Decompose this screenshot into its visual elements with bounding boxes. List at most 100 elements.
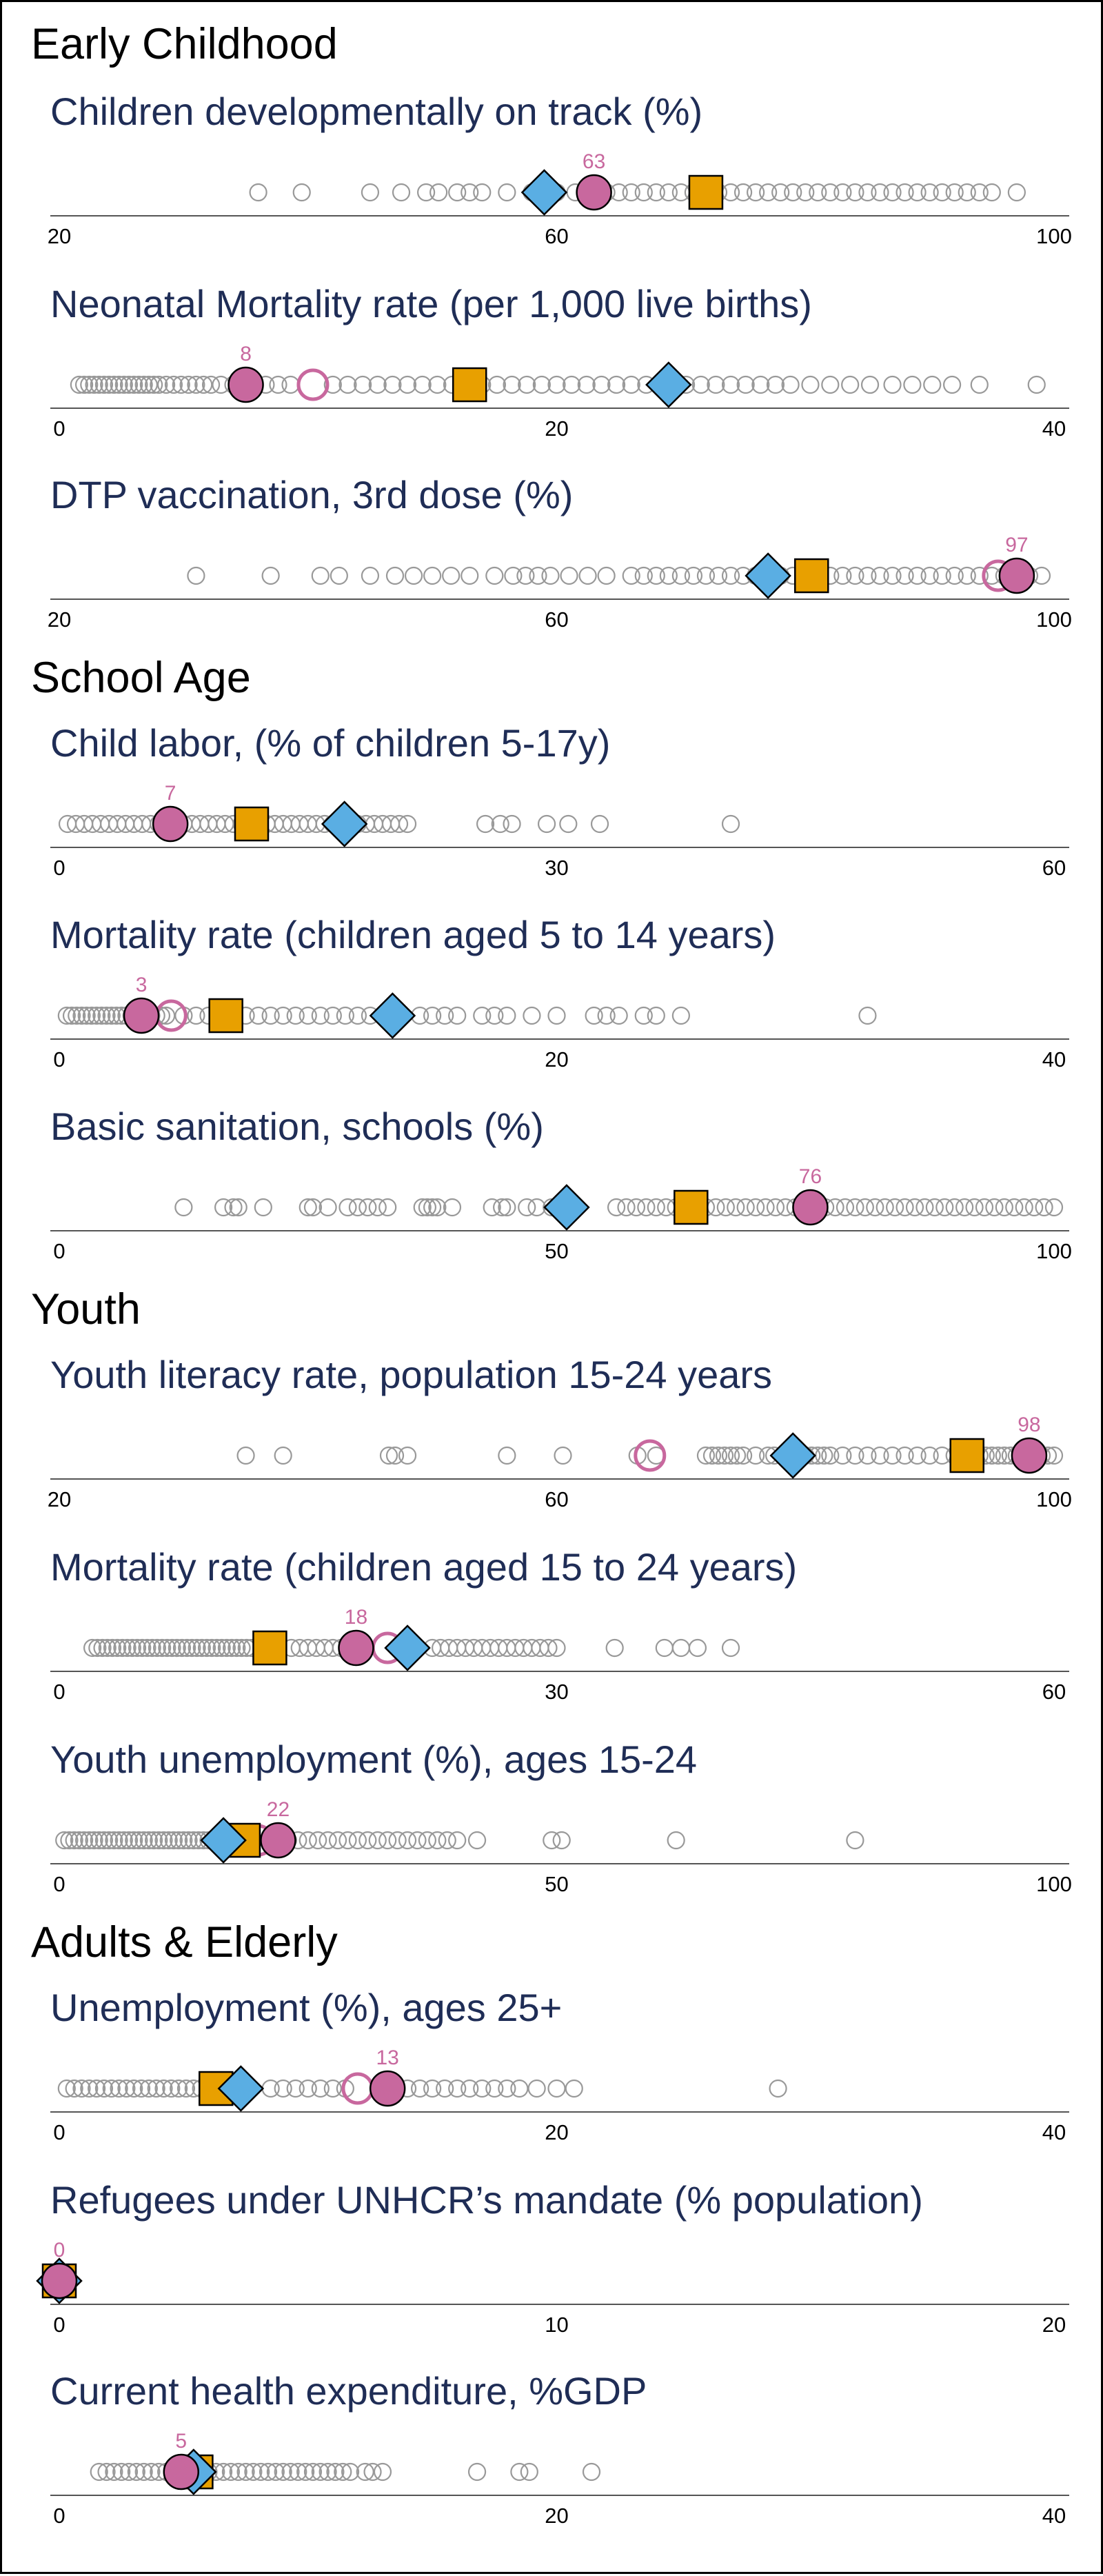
- other-country-marker: [958, 566, 976, 585]
- x-tick-label: 100: [1036, 1487, 1072, 1511]
- other-country-marker: [57, 1006, 76, 1025]
- other-country-marker: [895, 566, 914, 585]
- other-country-marker: [871, 183, 889, 202]
- other-country-marker: [298, 1198, 317, 1217]
- other-country-marker: [858, 1006, 877, 1025]
- other-country-marker: [378, 1198, 397, 1217]
- other-country-marker: [895, 1198, 914, 1217]
- other-country-marker: [74, 1831, 94, 1850]
- other-country-marker: [90, 375, 108, 394]
- other-country-marker: [286, 2079, 305, 2098]
- x-tick-label: 100: [1036, 607, 1072, 632]
- other-country-marker: [164, 375, 183, 394]
- x-tick-label: 0: [53, 1872, 65, 1896]
- other-country-marker: [172, 375, 190, 394]
- other-country-marker: [139, 1831, 158, 1850]
- other-country-marker: [746, 183, 765, 202]
- other-country-marker: [841, 375, 860, 394]
- other-country-marker: [1007, 183, 1026, 202]
- other-country-marker: [846, 1831, 864, 1850]
- country-past-value-marker: [634, 1439, 667, 1472]
- other-country-marker: [144, 375, 163, 394]
- other-country-marker: [65, 2079, 83, 2098]
- other-country-marker: [985, 1198, 1004, 1217]
- other-country-marker: [170, 1831, 188, 1850]
- income-group-average-marker: [234, 806, 270, 842]
- other-country-marker: [498, 183, 516, 202]
- x-tick-label: 10: [545, 2313, 568, 2337]
- other-country-marker: [148, 1638, 166, 1658]
- other-country-marker: [303, 2462, 323, 2482]
- other-country-marker: [318, 1198, 337, 1217]
- other-country-marker: [552, 1831, 571, 1850]
- other-country-marker: [543, 1831, 561, 1850]
- other-country-marker: [423, 1006, 442, 1025]
- other-country-marker: [696, 1446, 716, 1465]
- other-country-marker: [809, 183, 827, 202]
- other-country-marker: [358, 1831, 377, 1850]
- other-country-marker: [908, 183, 927, 202]
- other-country-marker: [292, 183, 311, 202]
- other-country-marker: [733, 1446, 753, 1465]
- other-country-marker: [392, 183, 411, 202]
- other-country-marker: [97, 1006, 116, 1025]
- other-country-marker: [373, 2462, 392, 2482]
- other-country-marker: [846, 1446, 864, 1465]
- x-tick-label: 60: [545, 1487, 568, 1511]
- other-country-marker: [158, 1638, 176, 1658]
- other-country-marker: [597, 1006, 616, 1025]
- other-country-marker: [958, 183, 976, 202]
- other-country-marker: [368, 1831, 387, 1850]
- x-tick-label: 0: [53, 2504, 65, 2528]
- country-value-label: 97: [1005, 534, 1028, 556]
- other-country-marker: [303, 1198, 323, 1217]
- indicator-title: DTP vaccination, 3rd dose (%): [50, 473, 573, 516]
- other-country-marker: [134, 375, 153, 394]
- other-country-marker: [221, 2462, 241, 2482]
- other-country-marker: [696, 566, 716, 585]
- other-country-marker: [925, 1198, 944, 1217]
- other-country-marker: [578, 566, 597, 585]
- other-country-marker: [83, 1638, 102, 1658]
- other-country-marker: [467, 2462, 487, 2482]
- other-country-marker: [309, 1831, 327, 1850]
- other-country-marker: [150, 1831, 168, 1850]
- other-country-marker: [448, 2079, 467, 2098]
- indicator-title: Neonatal Mortality rate (per 1,000 live …: [50, 282, 812, 325]
- other-country-marker: [176, 2079, 196, 2098]
- other-country-marker: [518, 375, 536, 394]
- other-country-marker: [727, 1446, 747, 1465]
- other-country-marker: [498, 1446, 516, 1465]
- other-country-marker: [128, 1638, 147, 1658]
- other-country-marker: [736, 375, 755, 394]
- other-country-marker: [93, 1638, 112, 1658]
- other-country-marker: [117, 2079, 136, 2098]
- income-group-average-marker: [688, 174, 724, 210]
- other-country-marker: [134, 2462, 153, 2482]
- other-country-marker: [607, 1198, 626, 1217]
- other-country-marker: [667, 1831, 685, 1850]
- other-country-marker: [846, 1198, 864, 1217]
- other-country-marker: [72, 1006, 91, 1025]
- other-country-marker: [671, 566, 690, 585]
- other-country-marker: [781, 375, 800, 394]
- indicator-title: Mortality rate (children aged 5 to 14 ye…: [50, 913, 776, 956]
- other-country-marker: [771, 183, 790, 202]
- other-country-marker: [187, 566, 205, 585]
- x-tick-label: 20: [545, 2504, 568, 2528]
- other-country-marker: [883, 1446, 902, 1465]
- region-average-marker: [200, 1817, 247, 1864]
- x-tick-label: 60: [545, 224, 568, 248]
- other-country-marker: [232, 1638, 251, 1658]
- other-country-marker: [826, 1198, 844, 1217]
- other-country-marker: [520, 2462, 538, 2482]
- x-tick-label: 100: [1036, 224, 1072, 248]
- other-country-marker: [559, 814, 578, 834]
- region-average-marker: [745, 552, 791, 599]
- other-country-marker: [139, 375, 158, 394]
- other-country-marker: [150, 375, 168, 394]
- other-country-marker: [684, 566, 703, 585]
- other-country-marker: [361, 566, 380, 585]
- region-average-marker: [769, 1432, 816, 1479]
- other-country-marker: [385, 566, 405, 585]
